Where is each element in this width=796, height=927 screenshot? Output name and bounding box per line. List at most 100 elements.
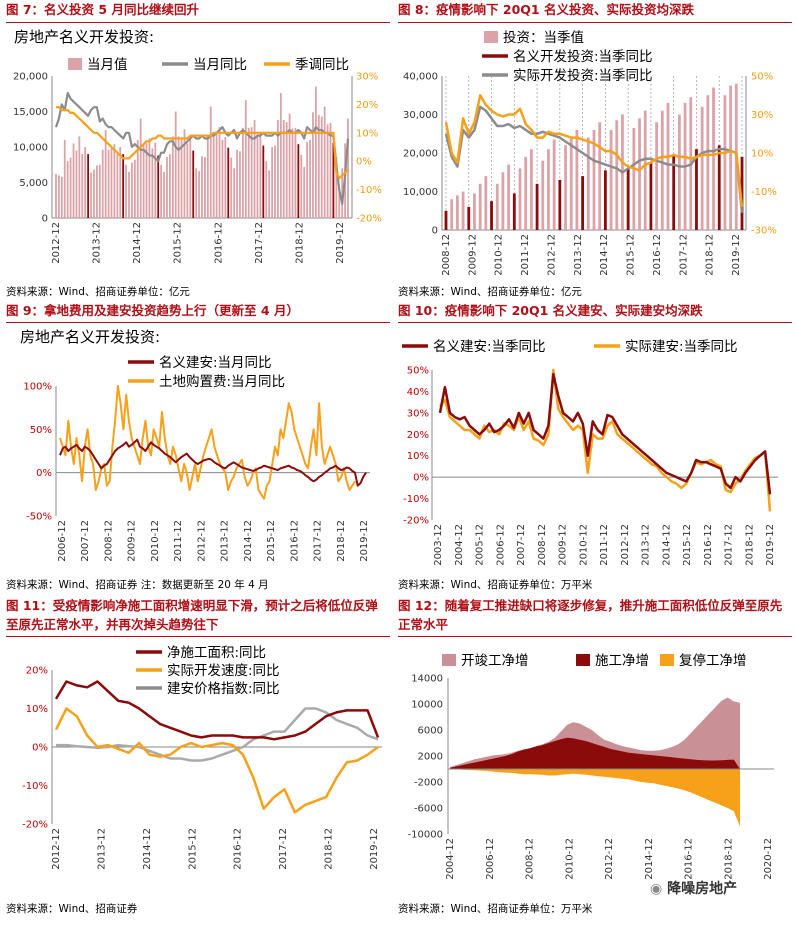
chart7-xtick: 2017-12 (254, 222, 265, 264)
chart7-bar (163, 171, 165, 218)
chart7-ytick: 0% (356, 157, 372, 168)
chart7-xtick: 2013-12 (92, 222, 103, 264)
chart8-bar (660, 110, 664, 230)
chart9-xtick: 2011-12 (173, 520, 184, 562)
chart9-xtick: 2009-12 (127, 520, 138, 562)
chart8-bar (507, 164, 511, 230)
chart8-bar (700, 106, 704, 230)
chart10-xtick: 2009-12 (558, 524, 569, 566)
chart12-legend-construction-label: 施工净增 (595, 653, 649, 669)
fig9-rule (6, 322, 390, 323)
chart8-bar (473, 193, 476, 230)
chart12-area-restart (450, 769, 740, 827)
chart10-ytick: 0% (413, 473, 429, 484)
fig9-source: 资料来源：Wind、招商证券 注：数据更新至 20 年 4 月 (6, 579, 269, 591)
chart8-bar (450, 199, 454, 230)
chart7-bar (317, 115, 320, 218)
chart7-bar (75, 150, 78, 218)
chart7-bar (104, 129, 107, 218)
chart12-legend-restart-swatch (660, 654, 674, 666)
chart8-bar (643, 110, 647, 230)
chart7-xtick: 2016-12 (213, 222, 224, 264)
fig7-source: 资料来源：Wind、招商证券单位：亿元 (6, 286, 190, 298)
chart12-legend-restart-label: 复停工净增 (679, 652, 747, 669)
chart7-bar (60, 176, 63, 218)
chart7-bar (209, 106, 212, 218)
chart9-xtick: 2007-12 (80, 520, 91, 562)
chart11-ytick: 20% (26, 666, 48, 677)
chart7-bar (119, 147, 122, 218)
chart7-bar (224, 137, 227, 218)
chart10-ytick: 10% (407, 451, 429, 462)
chart10-xtick: 2003-12 (433, 524, 444, 566)
chart7-bar (180, 139, 183, 218)
chart8-bar (535, 183, 539, 230)
chart8-xtick: 2009-12 (467, 234, 478, 276)
chart9-ytick: -50% (26, 512, 52, 523)
chart10-xtick: 2019-12 (765, 524, 776, 566)
chart7-bar (55, 173, 57, 218)
chart11-ytick: -10% (22, 781, 48, 792)
chart11-xtick: 2015-12 (187, 828, 198, 870)
chart12-xtick: 2004-12 (445, 838, 456, 880)
chart7-bar (221, 139, 224, 218)
chart8-bar (729, 85, 733, 230)
fig10-title: 图 10：疫情影响下 20Q1 名义建安、实际建安均深跌 (398, 303, 703, 318)
chart8-bar (484, 176, 488, 230)
chart7-bar (312, 112, 314, 218)
chart8-xtick: 2013-12 (573, 234, 584, 276)
chart7-bar (93, 169, 95, 218)
chart12-xtick: 2018-12 (723, 838, 734, 880)
chart7-bar (338, 189, 341, 218)
chart7-bar (244, 100, 247, 218)
chart7-xtick: 2018-12 (294, 222, 305, 264)
chart10-xtick: 2008-12 (537, 524, 548, 566)
chart9-line-land (59, 385, 356, 500)
chart7-bar (122, 154, 125, 218)
chart7-ytick: 5,000 (19, 178, 48, 189)
chart8-bar (592, 129, 596, 230)
chart7-bar (201, 156, 203, 218)
chart7-bar (326, 124, 329, 218)
chart7-bar (303, 166, 306, 218)
chart10-ytick: 50% (407, 366, 429, 377)
chart12-ytick: 14000 (411, 674, 443, 685)
chart7-ytick: 20% (356, 100, 378, 111)
chart7-bar (233, 168, 236, 218)
chart7-bar (116, 154, 119, 218)
fig8-source: 资料来源：Wind、招商证券单位：亿元 (398, 286, 582, 298)
chart7-bar (306, 142, 309, 218)
chart7-bar (239, 151, 241, 218)
chart9-xtick: 2010-12 (150, 520, 161, 562)
chart11-xtick: 2013-12 (96, 828, 107, 870)
chart8-line-real (444, 105, 744, 213)
chart7-bar (291, 128, 294, 218)
chart7-bar (110, 148, 113, 218)
chart7-bar (84, 147, 87, 218)
fig11-title: 图 11：受疫情影响净施工面积增速明显下滑，预计之后将低位反弹至原先正常水平，并… (6, 598, 378, 632)
chart9-line-construction (59, 438, 367, 487)
chart9-legend-land-label: 土地购置费:当月同比 (159, 374, 285, 390)
chart8-bar (518, 168, 522, 230)
chart8-legend-bars-swatch (484, 31, 498, 43)
chart7-bar (151, 148, 154, 218)
chart9-xtick: 2017-12 (313, 520, 324, 562)
chart12-xtick: 2020-12 (763, 838, 774, 880)
chart8-bar (467, 206, 471, 230)
chart7-bar (90, 172, 92, 218)
chart11-xtick: 2018-12 (324, 828, 335, 870)
chart7-bar (288, 113, 291, 218)
chart7-legend-sa-label: 季调同比 (295, 57, 349, 73)
chart7-line-sa (56, 106, 349, 180)
chart10-xtick: 2015-12 (682, 524, 693, 566)
watermark: ◉ 降噪房地产 (650, 878, 737, 898)
chart8-bar (461, 191, 465, 230)
chart12-area-construction (450, 737, 740, 769)
chart12-ytick: -6000 (414, 804, 443, 815)
chart10-ytick: 20% (407, 430, 429, 441)
chart7-legend-bars-label: 当月值 (87, 57, 128, 73)
chart7-bar (142, 143, 145, 218)
chart8-bar (672, 154, 676, 230)
chart7-bar (69, 157, 72, 218)
